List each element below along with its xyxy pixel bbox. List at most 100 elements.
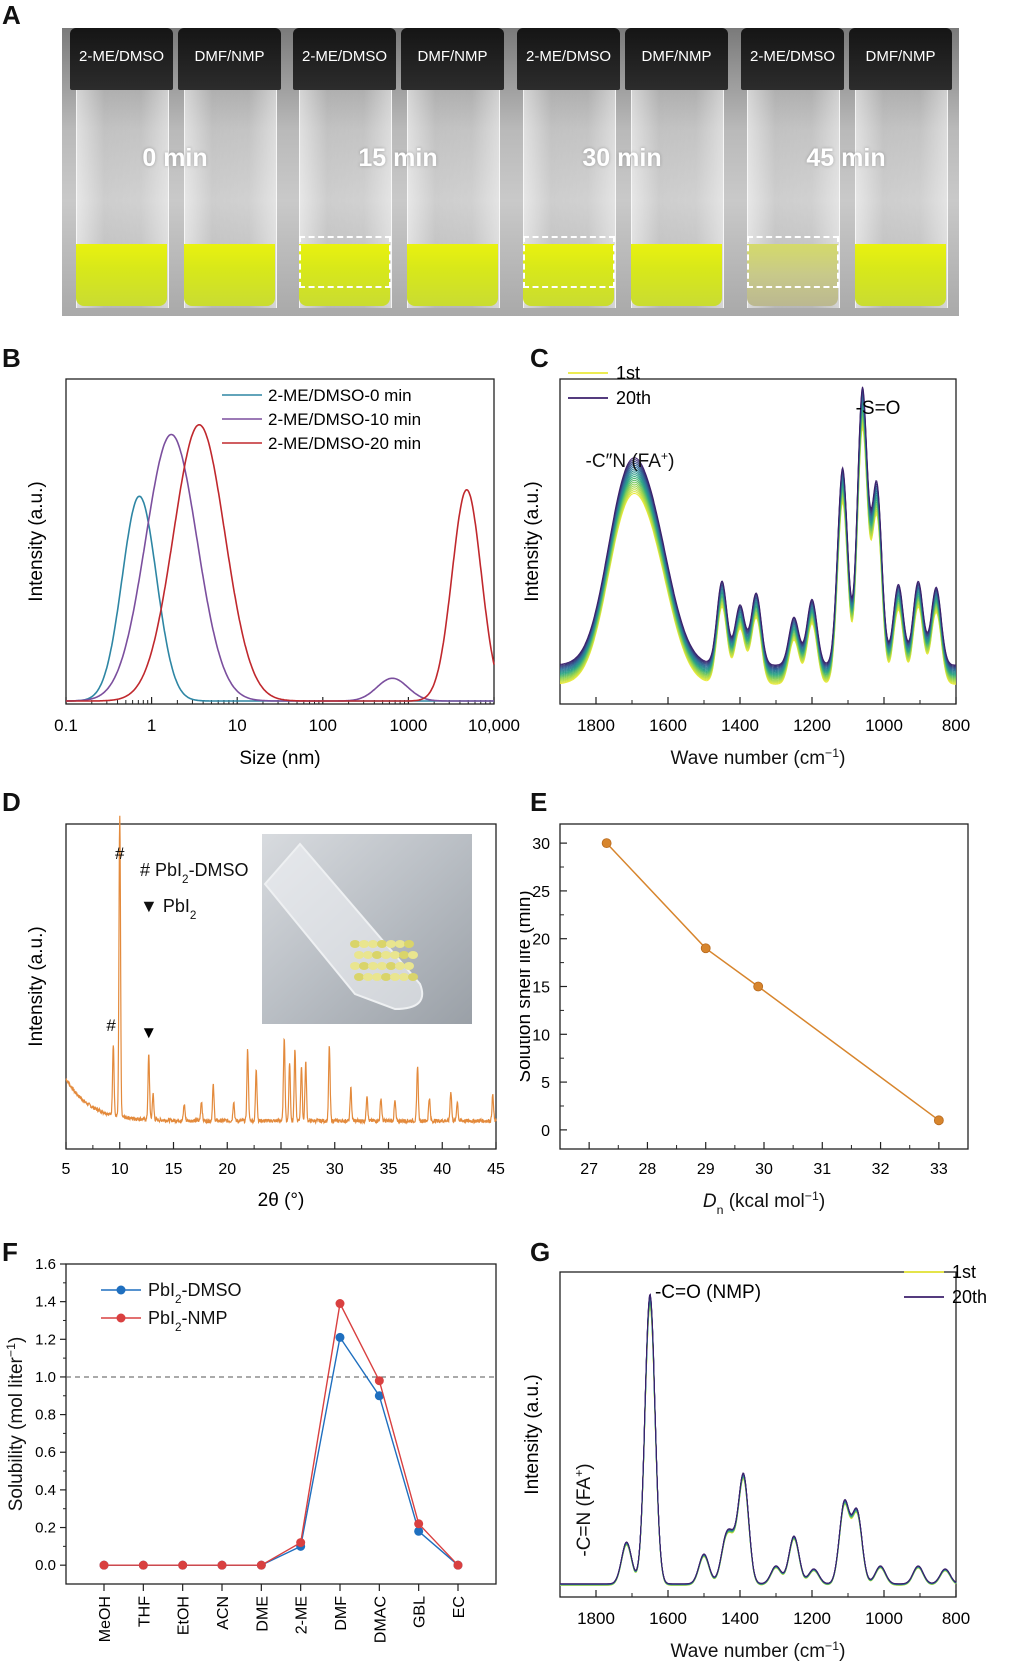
vial-right: DMF/NMP xyxy=(401,28,504,316)
x-tick-label: 1400 xyxy=(721,716,759,735)
y-axis-label: Intensity (a.u.) xyxy=(522,1374,543,1494)
y-tick-label: 0.2 xyxy=(35,1520,56,1537)
spectrum-curve xyxy=(560,1306,957,1586)
spectrum-curve xyxy=(559,395,956,670)
x-tick-label: 1000 xyxy=(865,716,903,735)
vial-cap: DMF/NMP xyxy=(401,28,504,90)
chart-e: 27 28 29 30 31 32 33 0 5 10 15 20 25 30 Dn (kcal mol−1… xyxy=(520,823,969,1217)
legend-marker xyxy=(116,1313,126,1323)
series-point xyxy=(217,1560,227,1570)
spectrum-curve xyxy=(560,1301,957,1586)
inset-crystal xyxy=(399,973,409,981)
spectrum-curve xyxy=(560,1297,957,1585)
spectrum-curve xyxy=(560,1294,957,1585)
spectrum-curve xyxy=(560,1302,957,1586)
x-tick-label: 100 xyxy=(309,716,337,735)
x-tick-label: 10 xyxy=(111,1161,129,1178)
y-tick-label: 0.0 xyxy=(35,1557,56,1574)
spectrum-curve xyxy=(560,1297,957,1585)
inset-crystal xyxy=(408,951,418,959)
x-tick-label: 1000 xyxy=(865,1609,903,1628)
series-line-2 xyxy=(66,424,495,702)
vial-cap: 2-ME/DMSO xyxy=(517,28,620,90)
x-tick-label: 25 xyxy=(272,1161,290,1178)
vial-left: 2-ME/DMSO xyxy=(70,28,173,316)
vial-label: DMF/NMP xyxy=(865,48,936,65)
legend-marker xyxy=(116,1285,126,1295)
time-label: 30 min xyxy=(582,144,662,172)
inset-crystal xyxy=(390,973,400,981)
inset-crystal xyxy=(350,962,360,970)
legend-label: 20th xyxy=(952,1287,987,1307)
x-tick-label: 1400 xyxy=(721,1609,759,1628)
spectrum-curve xyxy=(559,406,956,675)
x-tick-label: 1 xyxy=(147,716,156,735)
x-tick-label: 800 xyxy=(942,716,970,735)
series-line-0 xyxy=(66,495,494,702)
series-point xyxy=(296,1538,306,1548)
y-axis-label: Intensity (a.u.) xyxy=(26,926,47,1046)
vial-liquid xyxy=(747,244,838,306)
dashed-highlight-box xyxy=(523,236,615,288)
y-tick-label: 1.6 xyxy=(35,1256,56,1273)
spectrum-curve xyxy=(560,1295,957,1585)
spectrum-curve xyxy=(560,1299,957,1585)
vial-right: DMF/NMP xyxy=(625,28,728,316)
series-line-1 xyxy=(66,433,494,702)
chart-c: 1800 1600 1400 1200 1000 800 Wave number (cm−1… xyxy=(522,363,970,769)
dashed-highlight-box xyxy=(747,236,839,288)
series-point xyxy=(138,1560,148,1570)
spectrum-curve xyxy=(559,406,956,676)
y-tick-label: 1.2 xyxy=(35,1331,56,1348)
inset-crystal xyxy=(354,951,364,959)
chart-b: 0.1 1 10 100 1000 10,000 Size (nm) Intensity (a… xyxy=(26,378,520,769)
x-tick-label: THF xyxy=(136,1596,153,1627)
data-point xyxy=(700,943,711,954)
spectrum-curve xyxy=(560,1302,957,1586)
series-point xyxy=(414,1526,424,1536)
legend-label: 20th xyxy=(616,388,651,408)
x-tick-label: 1200 xyxy=(793,716,831,735)
x-tick-label: DMAC xyxy=(372,1596,389,1643)
x-tick-label: 5 xyxy=(62,1161,71,1178)
data-point xyxy=(753,981,764,992)
data-point xyxy=(933,1115,944,1126)
y-tick-label: 15 xyxy=(532,980,550,997)
inset-crystal xyxy=(377,940,387,948)
series-point xyxy=(256,1560,266,1570)
x-axis-label: Wave number (cm−1) xyxy=(671,1639,846,1662)
spectrum-curve xyxy=(559,399,956,672)
inset-crystal xyxy=(395,962,405,970)
x-tick-label: 30 xyxy=(326,1161,344,1178)
vial-liquid xyxy=(407,244,498,306)
vial-label: 2-ME/DMSO xyxy=(78,48,164,65)
spectrum-curve xyxy=(560,1293,957,1585)
time-label: 15 min xyxy=(358,144,438,172)
vial-left: 2-ME/DMSO xyxy=(293,28,396,316)
spectrum-curve xyxy=(559,401,956,673)
x-tick-label: 28 xyxy=(639,1161,657,1178)
inset-crystal xyxy=(359,940,369,948)
inset-crystal xyxy=(386,962,396,970)
spectrum-curve xyxy=(560,1303,957,1586)
x-tick-label: 800 xyxy=(942,1609,970,1628)
x-tick-label: EC xyxy=(451,1596,468,1618)
annotation-cn: -C″N (FA+) xyxy=(586,449,675,472)
x-tick-label: 15 xyxy=(165,1161,183,1178)
peak-marker-hash: # xyxy=(106,1016,116,1035)
spectrum-curve xyxy=(559,390,956,668)
annotation-so: -S=O xyxy=(856,398,901,419)
vial-liquid xyxy=(184,244,275,306)
y-tick-label: 1.4 xyxy=(35,1294,56,1311)
spectrum-curve xyxy=(560,1298,957,1585)
y-tick-label: 1.0 xyxy=(35,1369,56,1386)
vial-cap: DMF/NMP xyxy=(849,28,952,90)
series-point xyxy=(335,1299,345,1309)
y-tick-label: 0 xyxy=(541,1123,550,1140)
vial-liquid xyxy=(76,244,167,306)
spectrum-curve xyxy=(560,1296,957,1585)
inset-crystal xyxy=(377,962,387,970)
legend-label: PbI2-DMSO xyxy=(148,1280,242,1306)
x-tick-label: 1600 xyxy=(649,1609,687,1628)
y-tick-label: 0.4 xyxy=(35,1482,56,1499)
